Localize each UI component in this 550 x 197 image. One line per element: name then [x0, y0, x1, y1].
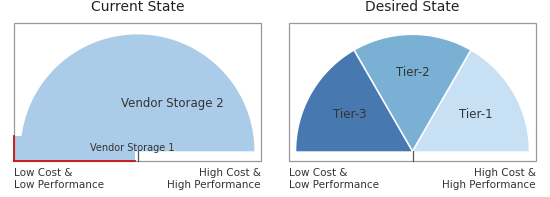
Text: Tier-3: Tier-3	[333, 108, 366, 121]
Polygon shape	[14, 136, 135, 161]
Polygon shape	[412, 50, 530, 151]
Text: Tier-1: Tier-1	[459, 108, 492, 121]
Text: High Cost &
High Performance: High Cost & High Performance	[167, 168, 261, 190]
Text: Current State: Current State	[91, 0, 184, 14]
Text: Tier-2: Tier-2	[395, 66, 430, 79]
Text: Vendor Storage 1: Vendor Storage 1	[90, 142, 174, 152]
Polygon shape	[295, 50, 412, 151]
Text: Vendor Storage 2: Vendor Storage 2	[122, 97, 224, 110]
Text: Low Cost &
Low Performance: Low Cost & Low Performance	[14, 168, 104, 190]
Text: High Cost &
High Performance: High Cost & High Performance	[442, 168, 536, 190]
Polygon shape	[20, 34, 255, 151]
Text: Desired State: Desired State	[365, 0, 460, 14]
Text: Low Cost &
Low Performance: Low Cost & Low Performance	[289, 168, 380, 190]
Polygon shape	[354, 34, 471, 151]
